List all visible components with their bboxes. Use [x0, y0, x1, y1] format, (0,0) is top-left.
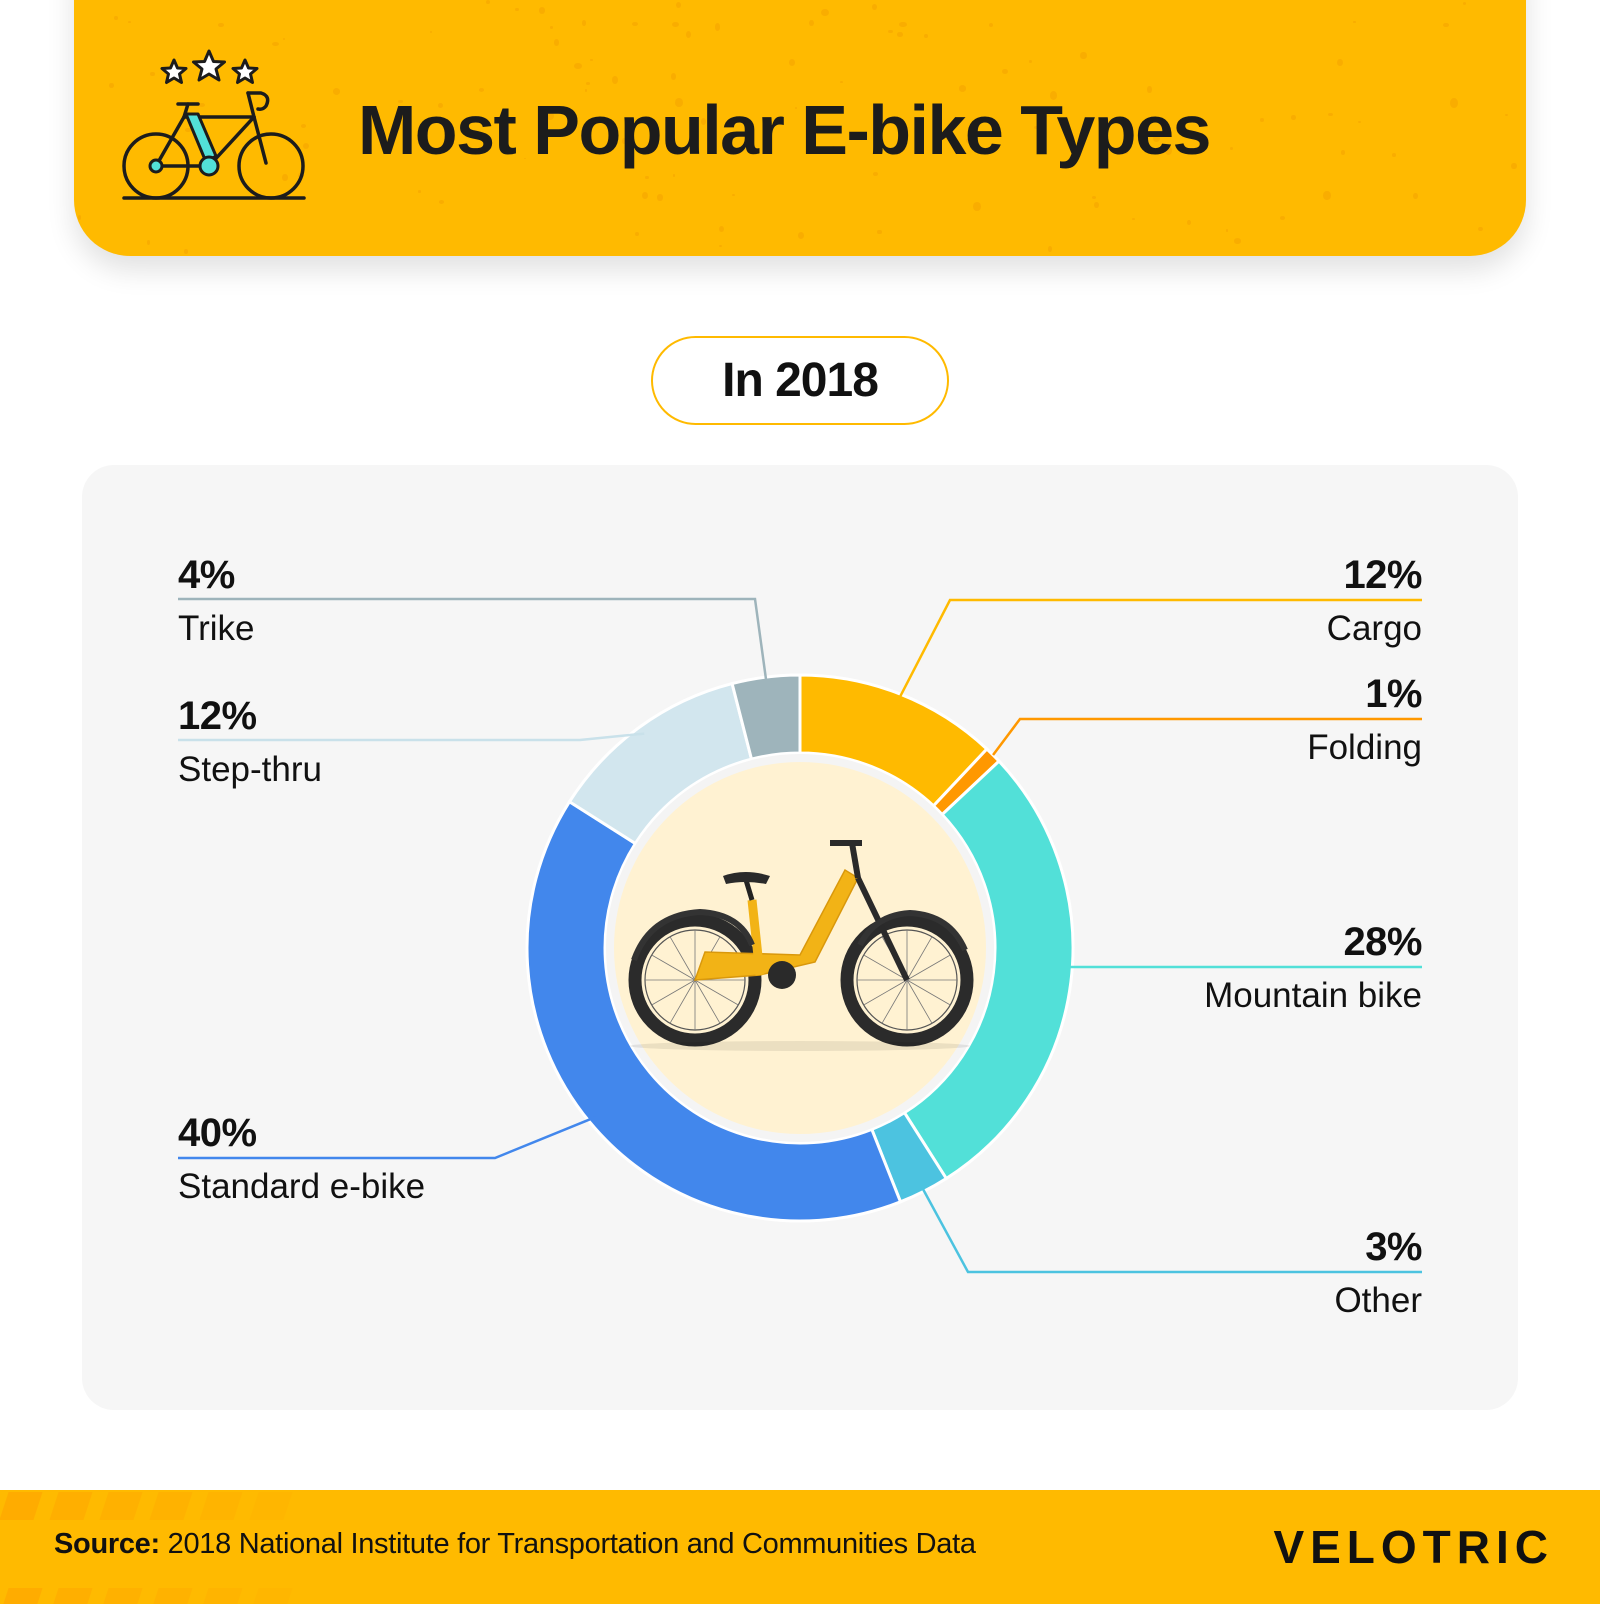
- slice-label: Other: [1334, 1281, 1422, 1320]
- source-label: Source:: [54, 1528, 160, 1560]
- page-title: Most Popular E-bike Types: [358, 91, 1211, 169]
- data-label-standard-e-bike: 40% Standard e-bike: [178, 1113, 425, 1204]
- leader-line-standard-e-bike: [178, 1115, 597, 1160]
- data-label-folding: 1% Folding: [1307, 674, 1422, 765]
- slice-value: 40%: [178, 1111, 257, 1155]
- data-label-trike: 4% Trike: [178, 555, 254, 646]
- star-icon: [160, 49, 259, 84]
- slice-label: Folding: [1307, 728, 1422, 767]
- header-banner: Most Popular E-bike Types: [74, 0, 1526, 256]
- slice-trike: [730, 673, 802, 761]
- slice-value: 12%: [1343, 553, 1422, 597]
- slice-standard-e-bike: [525, 799, 903, 1223]
- slice-label: Step-thru: [178, 750, 322, 789]
- slice-value: 4%: [178, 553, 235, 597]
- source-citation: Source: 2018 National Institute for Tran…: [54, 1528, 976, 1561]
- year-label: In 2018: [722, 354, 879, 407]
- slice-value: 1%: [1365, 672, 1422, 716]
- data-label-mountain-bike: 28% Mountain bike: [1204, 922, 1422, 1013]
- battery-icon: [184, 112, 218, 164]
- slice-mountain-bike: [902, 758, 1075, 1181]
- leader-line-step-thru: [178, 732, 645, 742]
- slice-value: 28%: [1343, 920, 1422, 964]
- data-label-other: 3% Other: [1334, 1227, 1422, 1318]
- leader-line-other: [919, 1183, 1422, 1274]
- source-text: 2018 National Institute for Transportati…: [167, 1528, 976, 1560]
- slice-label: Mountain bike: [1204, 976, 1422, 1015]
- motor-icon: [198, 155, 220, 177]
- slice-label: Cargo: [1326, 609, 1422, 648]
- bike-saddle: [723, 872, 770, 884]
- footer: Source: 2018 National Institute for Tran…: [0, 1490, 1600, 1604]
- ebike-photo: [628, 840, 974, 1051]
- front-wheel: [840, 913, 974, 1047]
- bike-crank: [768, 961, 796, 989]
- leader-line-trike: [178, 597, 769, 686]
- slice-label: Standard e-bike: [178, 1167, 426, 1206]
- slice-value: 3%: [1365, 1225, 1422, 1269]
- leader-line-cargo: [896, 598, 1422, 703]
- bicycle-with-stars-icon: [122, 49, 306, 200]
- data-label-step-thru: 12% Step-thru: [178, 696, 322, 787]
- data-label-cargo: 12% Cargo: [1326, 553, 1423, 648]
- brand-logo: VELOTRIC: [1273, 1521, 1554, 1573]
- slice-value: 12%: [178, 694, 257, 738]
- leader-line-folding: [992, 717, 1422, 756]
- year-badge: In 2018: [651, 336, 949, 425]
- center-ring: [606, 754, 994, 1142]
- rear-wheel: [628, 913, 762, 1047]
- slice-label: Trike: [178, 609, 255, 648]
